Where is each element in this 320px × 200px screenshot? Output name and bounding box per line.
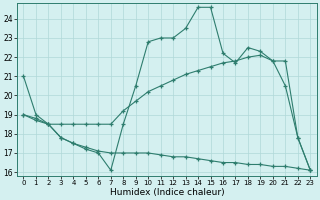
- X-axis label: Humidex (Indice chaleur): Humidex (Indice chaleur): [109, 188, 224, 197]
